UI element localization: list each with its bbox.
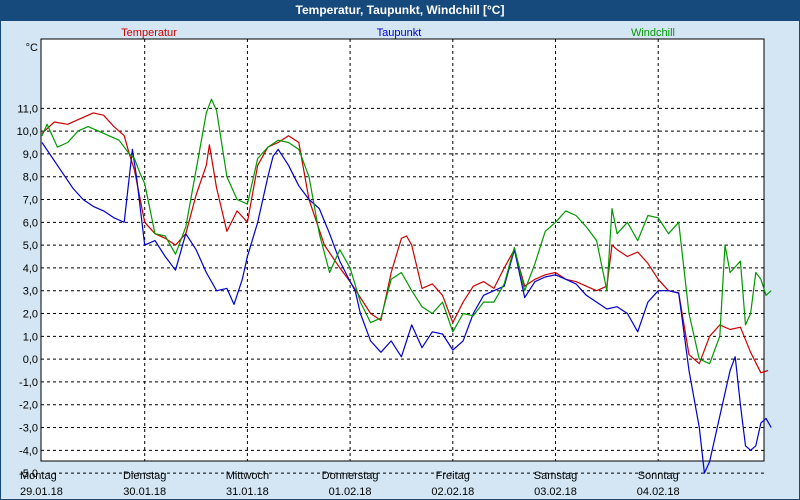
- y-tick-label: 2,0: [23, 309, 38, 321]
- y-tick-label: 9,0: [23, 149, 38, 161]
- x-tick-weekday: Freitag: [436, 470, 470, 482]
- x-tick-date: 01.02.18: [329, 486, 372, 498]
- y-tick-label: 8,0: [23, 172, 38, 184]
- y-tick-label: 10,0: [17, 126, 38, 138]
- x-tick-weekday: Dienstag: [123, 470, 166, 482]
- y-tick-label: -4,0: [19, 445, 38, 457]
- legend-temperatur: Temperatur: [121, 27, 177, 39]
- x-tick-date: 02.02.18: [431, 486, 474, 498]
- y-tick-label: -3,0: [19, 423, 38, 435]
- x-tick-date: 29.01.18: [20, 486, 63, 498]
- x-tick-date: 04.02.18: [637, 486, 680, 498]
- series-line-windchill: [41, 98, 772, 365]
- x-tick-date: 31.01.18: [226, 486, 269, 498]
- line-chart: 11,0 10,0 9,0 8,0 7,0 6,0 5,0 4,0 3,0 2,0 1,0 0,0 -1…: [17, 27, 772, 498]
- y-tick-label: -2,0: [19, 400, 38, 412]
- y-tick-label: 6,0: [23, 217, 38, 229]
- series-line-taupunkt: [41, 142, 772, 474]
- series-line-temperatur: [41, 112, 769, 374]
- y-tick-label: 3,0: [23, 286, 38, 298]
- y-tick-label: 1,0: [23, 331, 38, 343]
- y-tick-label: 5,0: [23, 240, 38, 252]
- y-tick-label: -5,0: [19, 468, 38, 480]
- y-tick-label: 7,0: [23, 195, 38, 207]
- chart-frame: 11,0 10,0 9,0 8,0 7,0 6,0 5,0 4,0 3,0 2,0 1,0 0,0 -1…: [0, 20, 800, 500]
- x-tick-weekday: Samstag: [534, 470, 577, 482]
- legend-windchill: Windchill: [631, 27, 675, 39]
- chart-title: Temperatur, Taupunkt, Windchill [°C]: [0, 0, 800, 20]
- y-tick-label: 11,0: [17, 103, 38, 115]
- y-axis-label: °C: [26, 42, 38, 54]
- x-tick-weekday: Donnerstag: [322, 470, 379, 482]
- x-tick-weekday: Mittwoch: [226, 470, 269, 482]
- x-tick-date: 30.01.18: [123, 486, 166, 498]
- x-tick-weekday: Sonntag: [638, 470, 679, 482]
- plot-area: [40, 38, 765, 462]
- y-tick-label: 0,0: [23, 354, 38, 366]
- y-tick-label: -1,0: [19, 377, 38, 389]
- x-tick-weekday: Montag: [20, 470, 57, 482]
- x-tick-date: 03.02.18: [534, 486, 577, 498]
- y-tick-label: 4,0: [23, 263, 38, 275]
- legend-taupunkt: Taupunkt: [377, 27, 422, 39]
